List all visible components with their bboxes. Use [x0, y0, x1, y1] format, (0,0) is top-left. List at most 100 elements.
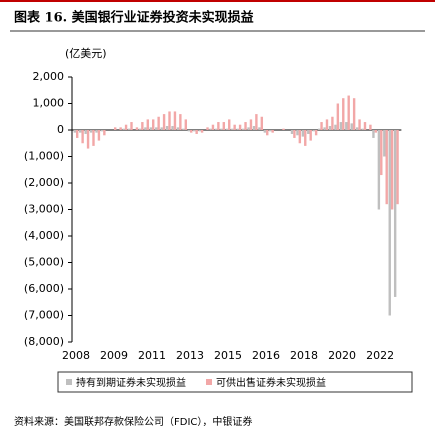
- legend-swatch: [66, 379, 72, 385]
- legend-swatch: [206, 379, 212, 385]
- bar: [320, 122, 323, 130]
- bar: [282, 128, 285, 130]
- bar: [388, 130, 391, 316]
- bar: [200, 130, 204, 133]
- bar: [369, 124, 372, 130]
- source-note: 资料来源：美国联邦存款保险公司（FDIC），中银证券: [14, 415, 252, 426]
- bar: [114, 127, 117, 130]
- bar: [238, 124, 242, 130]
- bar: [372, 130, 375, 138]
- x-tick-label: 2015: [214, 349, 242, 362]
- bar: [193, 130, 196, 132]
- y-tick-label: (4,000): [24, 229, 64, 242]
- bar: [195, 130, 198, 134]
- bar: [228, 119, 231, 130]
- bar: [269, 130, 272, 132]
- bar: [144, 127, 147, 130]
- bar: [127, 128, 131, 130]
- bar: [73, 130, 76, 133]
- bar: [206, 127, 209, 130]
- bar: [309, 130, 312, 141]
- bar: [236, 128, 239, 130]
- bar: [361, 128, 364, 130]
- bar: [89, 130, 93, 133]
- bar: [157, 116, 160, 130]
- bar: [258, 127, 261, 130]
- bar: [124, 124, 128, 130]
- bar: [317, 128, 321, 130]
- bar: [233, 124, 236, 130]
- bar: [380, 130, 383, 176]
- y-tick-label: (2,000): [24, 176, 64, 189]
- bar: [325, 119, 329, 130]
- bar: [182, 128, 185, 130]
- bar: [255, 114, 258, 130]
- x-tick-label: 2013: [176, 349, 204, 362]
- y-tick-label: (7,000): [24, 309, 64, 322]
- bar: [342, 98, 345, 130]
- bar: [103, 130, 106, 136]
- bar: [130, 122, 133, 130]
- bar: [363, 122, 367, 130]
- bar: [184, 119, 187, 130]
- bar: [252, 126, 256, 130]
- bar: [168, 111, 171, 130]
- bar: [293, 130, 296, 138]
- bar: [187, 130, 191, 132]
- x-tick-label: 2008: [62, 349, 90, 362]
- y-tick-label: 0: [57, 123, 64, 136]
- bar: [135, 127, 139, 130]
- bar: [347, 95, 350, 130]
- bar: [198, 130, 201, 132]
- y-tick-label: 2,000: [33, 70, 65, 83]
- bar: [141, 122, 144, 130]
- bar: [298, 130, 302, 144]
- bar: [217, 122, 220, 130]
- bar: [222, 122, 226, 130]
- bar: [328, 126, 332, 130]
- bar: [211, 124, 215, 130]
- bar: [266, 130, 269, 136]
- bar: [149, 127, 153, 130]
- bar: [76, 130, 79, 138]
- y-tick-label: (3,000): [24, 203, 64, 216]
- bar: [162, 114, 166, 130]
- bar: [155, 127, 158, 130]
- bar: [79, 130, 82, 133]
- bar: [92, 130, 95, 146]
- bar: [374, 130, 378, 133]
- bar: [146, 119, 149, 130]
- bar: [323, 127, 326, 130]
- bar: [393, 130, 397, 297]
- legend-label: 持有到期证券未实现损益: [76, 376, 186, 389]
- bar: [263, 130, 267, 133]
- x-tick-label: 2011: [138, 349, 166, 362]
- bar: [385, 130, 388, 205]
- bar: [95, 130, 98, 133]
- y-tick-label: (1,000): [24, 150, 64, 163]
- y-tick-label: 1,000: [33, 97, 65, 110]
- y-tick-label: (6,000): [24, 282, 64, 295]
- bar: [152, 119, 155, 130]
- bar: [350, 123, 353, 130]
- bar: [119, 127, 122, 130]
- bar: [396, 130, 399, 205]
- bar: [377, 130, 381, 210]
- bar: [331, 116, 334, 130]
- bar: [179, 114, 182, 130]
- bar: [314, 130, 318, 136]
- bar: [244, 122, 247, 130]
- bar: [304, 130, 307, 146]
- x-tick-label: 2016: [252, 349, 280, 362]
- bar: [100, 130, 104, 132]
- bar: [345, 122, 348, 130]
- bar: [122, 128, 125, 130]
- y-axis-label: (亿美元): [65, 47, 107, 60]
- x-tick-label: 2022: [366, 349, 394, 362]
- bar: [334, 124, 337, 130]
- bar: [336, 103, 340, 130]
- bar: [247, 127, 250, 130]
- bar: [312, 130, 315, 132]
